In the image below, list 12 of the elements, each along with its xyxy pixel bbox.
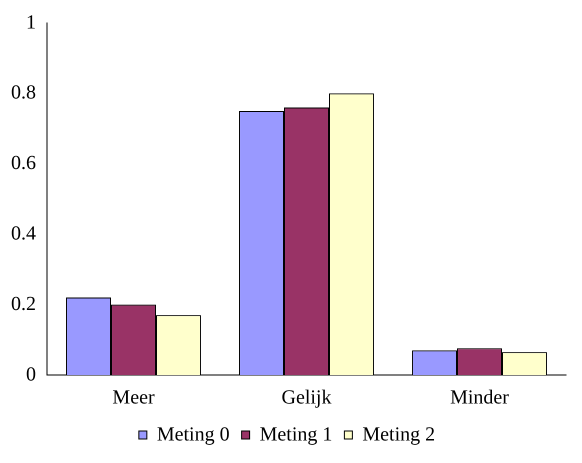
x-tick-label: Gelijk <box>282 386 332 408</box>
y-tick-label: 0.6 <box>11 152 36 174</box>
x-tick-label: Meer <box>112 386 155 408</box>
x-tick-label: Minder <box>450 386 510 408</box>
legend-label: Meting 1 <box>260 423 332 446</box>
y-tick-label: 0.2 <box>11 292 36 315</box>
y-tick-label: 1 <box>26 11 36 34</box>
legend-label: Meting 2 <box>362 423 436 446</box>
y-tick-label: 0.8 <box>11 82 36 104</box>
y-tick-label: 0.4 <box>11 222 36 244</box>
y-tick-label: 0 <box>26 363 36 386</box>
legend-label: Meting 0 <box>156 423 230 446</box>
